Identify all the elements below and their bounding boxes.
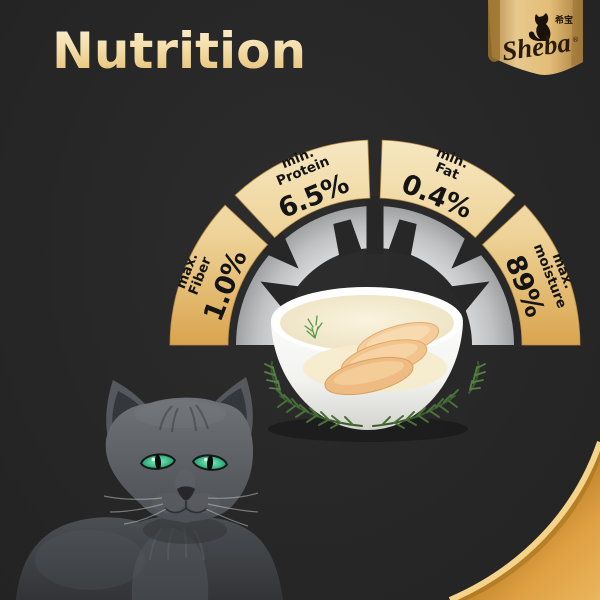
cat-chest — [131, 527, 209, 600]
pupil — [206, 455, 214, 471]
food-bowl — [268, 287, 468, 442]
cat-nose — [177, 486, 195, 501]
pupil — [154, 454, 162, 470]
rosemary-garnish — [264, 361, 486, 429]
dial-ring-arc — [236, 206, 514, 345]
cat-right-eye — [191, 454, 229, 471]
dial-ring-notches — [258, 196, 492, 313]
cat-mouth — [164, 501, 208, 514]
segment-protein — [234, 139, 371, 239]
logo-chinese-text: 希宝 — [555, 14, 573, 26]
forehead-markings — [159, 404, 209, 433]
dill-garnish — [304, 315, 323, 339]
cat-left-eye — [139, 453, 177, 470]
cat-head — [105, 397, 254, 522]
whiskers — [103, 492, 259, 527]
segment-fat — [379, 139, 516, 239]
segment-fiber — [169, 204, 269, 346]
black-cat-silhouette-icon — [528, 13, 551, 41]
page-title: Nutrition — [52, 22, 307, 80]
gauge-dial-ring — [236, 196, 514, 345]
registered-mark: ® — [572, 36, 579, 44]
gold-swoosh-corner — [448, 441, 600, 600]
gray-cat-photo — [16, 377, 283, 600]
fur-texture — [149, 527, 205, 561]
chicken-slices — [324, 322, 440, 396]
cat-chin — [177, 511, 195, 523]
gauge-segments — [169, 139, 581, 346]
sheba-logo: 希宝 Sheba ® — [488, 0, 583, 75]
segment-moisture — [481, 204, 581, 346]
ribbon-right-shade — [571, 0, 583, 66]
ribbon-fold — [488, 0, 500, 62]
